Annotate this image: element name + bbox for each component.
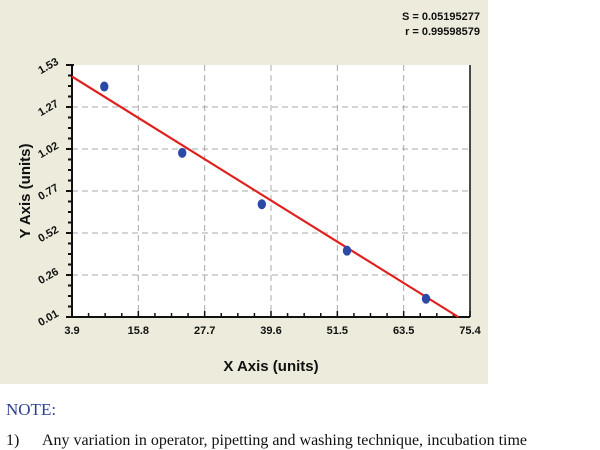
x-tick-label: 27.7	[194, 325, 215, 337]
y-axis-title: Y Axis (units)	[17, 143, 34, 238]
y-tick-label: 0.01	[36, 308, 61, 329]
y-tick-label: 1.02	[36, 140, 61, 161]
y-tick-label: 0.26	[36, 266, 61, 287]
fit-statistics: S = 0.05195277 r = 0.99598579	[402, 10, 480, 40]
y-tick-label: 1.53	[36, 56, 61, 77]
data-point	[342, 245, 352, 256]
x-tick-label: 51.5	[327, 325, 348, 337]
x-tick-label: 63.5	[393, 325, 414, 337]
y-tick-label: 0.77	[36, 182, 61, 203]
data-point	[257, 199, 267, 210]
correlation-label: r = 0.99598579	[405, 26, 480, 38]
data-point	[178, 147, 187, 158]
x-tick-label: 39.6	[260, 325, 281, 337]
std-error-label: S = 0.05195277	[402, 11, 480, 23]
x-tick-label: 75.4	[459, 325, 481, 337]
fit-line	[71, 75, 459, 318]
y-tick-label: 0.52	[36, 224, 61, 245]
x-axis-title: X Axis (units)	[223, 358, 318, 375]
x-tick-label: 15.8	[128, 325, 149, 337]
data-point	[100, 81, 109, 92]
data-point	[421, 293, 431, 304]
x-tick-label: 3.9	[64, 325, 79, 337]
note-item: 1) Any variation in operator, pipetting a…	[6, 432, 527, 450]
note-item-number: 1)	[6, 432, 20, 449]
note-item-text: Any variation in operator, pipetting and…	[42, 432, 528, 449]
note-heading: NOTE:	[6, 400, 57, 419]
y-tick-label: 1.27	[36, 98, 61, 119]
